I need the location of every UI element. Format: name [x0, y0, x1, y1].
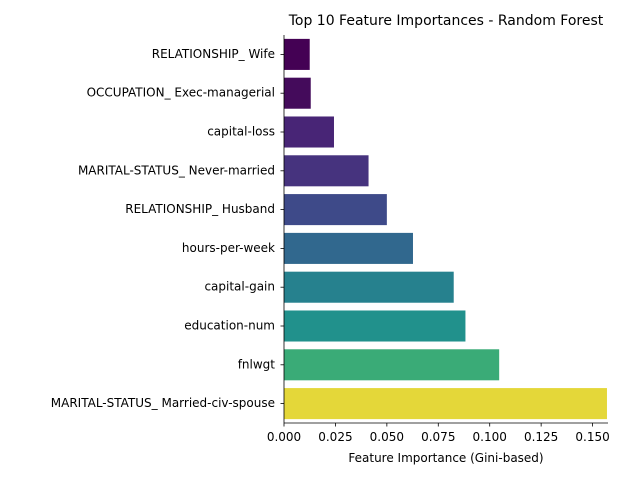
y-tick-label-5: hours-per-week — [182, 241, 275, 255]
y-tick-labels: RELATIONSHIP_ Wife OCCUPATION_ Exec-manag… — [51, 47, 284, 410]
bar-1 — [284, 77, 311, 109]
y-tick-label-4: RELATIONSHIP_ Husband — [125, 202, 275, 216]
bars-group — [284, 38, 607, 420]
bar-8 — [284, 349, 500, 381]
bar-4 — [284, 194, 387, 226]
chart-title: Top 10 Feature Importances - Random Fore… — [288, 13, 604, 29]
x-ticks: 0.000 0.025 0.050 0.075 0.100 0.125 0.150 — [267, 423, 610, 444]
bar-2 — [284, 116, 334, 148]
bar-0 — [284, 38, 310, 70]
x-tick-label-5: 0.125 — [524, 430, 558, 444]
bar-6 — [284, 271, 454, 303]
x-tick-label-3: 0.075 — [421, 430, 455, 444]
y-tick-label-0: RELATIONSHIP_ Wife — [152, 47, 275, 61]
bar-5 — [284, 232, 413, 264]
bar-3 — [284, 155, 369, 187]
y-tick-label-7: education-num — [184, 319, 275, 333]
y-tick-label-1: OCCUPATION_ Exec-managerial — [87, 86, 275, 100]
x-tick-label-0: 0.000 — [267, 430, 301, 444]
y-tick-label-3: MARITAL-STATUS_ Never-married — [78, 163, 275, 177]
x-tick-label-4: 0.100 — [473, 430, 507, 444]
y-tick-label-2: capital-loss — [207, 125, 275, 139]
bar-7 — [284, 310, 466, 342]
y-tick-label-8: fnlwgt — [238, 357, 276, 371]
y-tick-label-6: capital-gain — [204, 280, 275, 294]
x-tick-label-1: 0.025 — [318, 430, 352, 444]
y-tick-label-9: MARITAL-STATUS_ Married-civ-spouse — [51, 396, 275, 410]
bar-9 — [284, 388, 607, 420]
x-axis-label: Feature Importance (Gini-based) — [348, 451, 543, 465]
x-tick-label-6: 0.150 — [575, 430, 609, 444]
x-tick-label-2: 0.050 — [370, 430, 404, 444]
